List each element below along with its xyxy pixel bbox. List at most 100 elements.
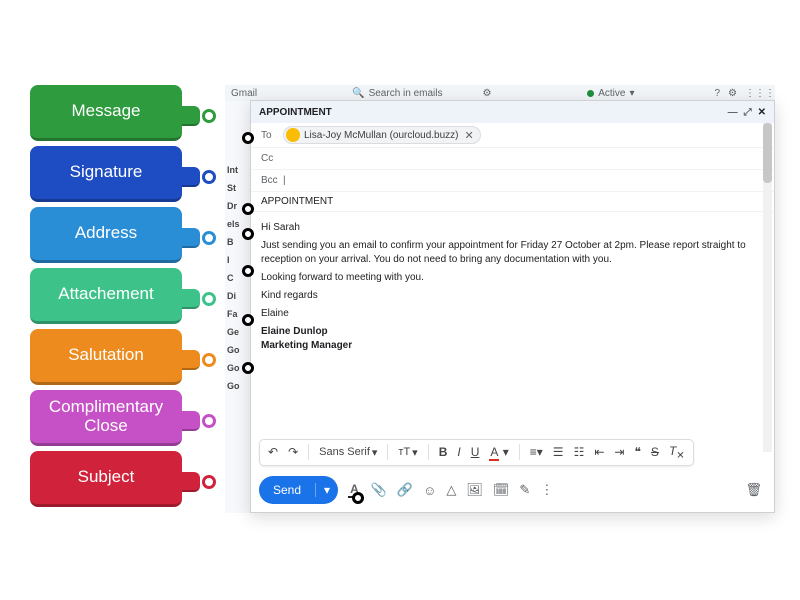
numbered-button[interactable]: ☷	[574, 445, 585, 459]
send-more-icon[interactable]: ▾	[315, 483, 338, 497]
label-connector-dot[interactable]	[202, 231, 216, 245]
pen-icon[interactable]: ✎	[519, 482, 530, 498]
attach-icon[interactable]: 📎	[371, 482, 387, 498]
sidebar-fragment: Go	[225, 377, 250, 395]
italic-button[interactable]: I	[457, 445, 460, 459]
draggable-label[interactable]: Salutation	[30, 329, 215, 390]
send-button[interactable]: Send ▾	[259, 476, 338, 504]
align-button[interactable]: ≡▾	[530, 445, 543, 459]
indent-button[interactable]: ⇥	[614, 445, 624, 459]
send-row: Send ▾ A 📎 🔗 ☺ △ 🖼 🗓 ✎ ⋮ 🗑	[251, 472, 774, 512]
subject-field[interactable]: APPOINTMENT	[251, 192, 774, 212]
recipient-chip[interactable]: Lisa-Joy McMullan (ourcloud.buzz) ✕	[283, 126, 481, 144]
lock-icon[interactable]: 🗓	[493, 482, 510, 498]
draggable-label[interactable]: Attachement	[30, 268, 215, 329]
font-name: Sans Serif	[319, 446, 370, 458]
undo-icon[interactable]: ↶	[268, 445, 278, 459]
font-select[interactable]: Sans Serif ▾	[319, 446, 377, 459]
clear-format-button[interactable]: T✕	[669, 444, 685, 461]
redo-icon[interactable]: ↷	[288, 445, 298, 459]
label-box: Address	[30, 207, 182, 263]
signature-title: Marketing Manager	[261, 339, 764, 353]
apps-icon[interactable]: ⋮⋮⋮	[745, 88, 775, 99]
settings-icon[interactable]: ⚙	[728, 88, 737, 99]
send-label: Send	[259, 483, 315, 497]
body-paragraph-1: Just sending you an email to confirm you…	[261, 239, 764, 267]
compose-header[interactable]: APPOINTMENT — ⤢ ✕	[251, 101, 774, 123]
signature-name: Elaine	[261, 307, 764, 321]
chevron-down-icon: ▾	[629, 88, 634, 99]
label-connector-dot[interactable]	[202, 414, 216, 428]
bold-button[interactable]: B	[439, 445, 448, 459]
label-tab	[182, 289, 200, 309]
greeting-line: Hi Sarah	[261, 221, 764, 235]
to-label: To	[261, 130, 283, 141]
more-icon[interactable]: ⋮	[540, 482, 553, 498]
scroll-thumb[interactable]	[763, 123, 772, 183]
label-box: Complimentary Close	[30, 390, 182, 446]
formatting-toolbar-wrap: ↶ ↷ Sans Serif ▾ тT▾ B I U A ▾ ≡▾ ☰ ☷ ⇤	[251, 433, 774, 472]
bullets-button[interactable]: ☰	[553, 445, 564, 459]
drop-target[interactable]	[242, 265, 254, 277]
drop-target[interactable]	[242, 203, 254, 215]
link-icon[interactable]: 🔗	[397, 482, 413, 498]
sidebar-fragment: Int	[225, 161, 250, 179]
filter-icon[interactable]: ⚙	[483, 88, 492, 99]
emoji-icon[interactable]: ☺	[423, 483, 436, 498]
quote-button[interactable]: ❝	[634, 445, 640, 459]
close-icon[interactable]: ✕	[758, 107, 766, 118]
help-icon[interactable]: ?	[714, 88, 720, 99]
search-placeholder: Search in emails	[369, 88, 443, 99]
label-connector-dot[interactable]	[202, 170, 216, 184]
message-body[interactable]: Hi Sarah Just sending you an email to co…	[251, 212, 774, 433]
drop-target[interactable]	[242, 132, 254, 144]
size-select[interactable]: тT▾	[398, 446, 417, 459]
label-connector-dot[interactable]	[202, 109, 216, 123]
trash-icon[interactable]: 🗑	[745, 482, 762, 498]
label-connector-dot[interactable]	[202, 475, 216, 489]
label-connector-dot[interactable]	[202, 292, 216, 306]
drop-target[interactable]	[352, 492, 364, 504]
label-connector-dot[interactable]	[202, 353, 216, 367]
drop-target[interactable]	[242, 228, 254, 240]
minimize-icon[interactable]: —	[728, 107, 738, 118]
label-tab	[182, 472, 200, 492]
active-label: Active	[598, 88, 625, 99]
draggable-label[interactable]: Complimentary Close	[30, 390, 215, 451]
drop-target[interactable]	[242, 362, 254, 374]
bcc-cursor: |	[283, 175, 286, 186]
drop-target[interactable]	[242, 314, 254, 326]
formatting-toolbar: ↶ ↷ Sans Serif ▾ тT▾ B I U A ▾ ≡▾ ☰ ☷ ⇤	[259, 439, 694, 466]
outdent-button[interactable]: ⇤	[594, 445, 604, 459]
draggable-label[interactable]: Subject	[30, 451, 215, 512]
chip-remove-icon[interactable]: ✕	[465, 129, 474, 142]
photo-icon[interactable]: 🖼	[466, 482, 483, 498]
sidebar-fragment: Di	[225, 287, 250, 305]
strike-button[interactable]: S	[651, 445, 659, 459]
draggable-label[interactable]: Message	[30, 85, 215, 146]
expand-icon[interactable]: ⤢	[744, 107, 752, 118]
label-tab	[182, 350, 200, 370]
label-box: Attachement	[30, 268, 182, 324]
recipient-name: Lisa-Joy McMullan (ourcloud.buzz)	[304, 130, 459, 141]
active-status: Active ▾	[587, 88, 634, 99]
scrollbar[interactable]	[763, 123, 772, 452]
label-tab	[182, 106, 200, 126]
draggable-label[interactable]: Signature	[30, 146, 215, 207]
cc-field[interactable]: Cc	[251, 148, 774, 170]
label-box: Salutation	[30, 329, 182, 385]
label-tab	[182, 411, 200, 431]
cc-label: Cc	[261, 153, 283, 164]
bcc-field[interactable]: Bcc |	[251, 170, 774, 192]
color-button[interactable]: A ▾	[489, 445, 508, 459]
underline-button[interactable]: U	[471, 445, 480, 459]
drive-icon[interactable]: △	[446, 482, 456, 498]
gmail-topbar: Gmail 🔍 Search in emails ⚙ Active ▾ ? ⚙ …	[225, 85, 775, 101]
draggable-label[interactable]: Address	[30, 207, 215, 268]
gmail-search[interactable]: 🔍 Search in emails	[352, 88, 442, 99]
to-field[interactable]: To Lisa-Joy McMullan (ourcloud.buzz) ✕	[251, 123, 774, 148]
sidebar-fragment: St	[225, 179, 250, 197]
label-tab	[182, 228, 200, 248]
label-box: Subject	[30, 451, 182, 507]
label-box: Message	[30, 85, 182, 141]
